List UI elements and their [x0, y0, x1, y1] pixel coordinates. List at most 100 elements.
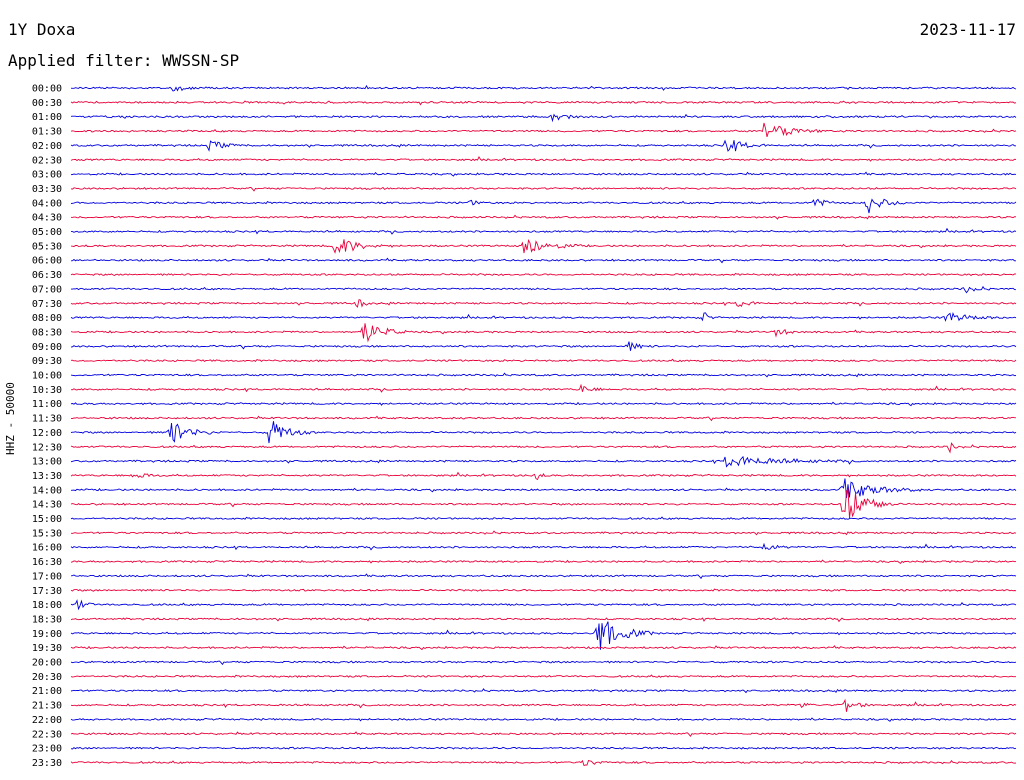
time-tick-label: 15:00: [32, 514, 62, 525]
seismic-trace-2230: [70, 731, 1017, 737]
time-tick-label: 08:00: [32, 313, 62, 324]
time-tick-label: 22:00: [32, 715, 62, 726]
seismic-trace-2200: [70, 717, 1017, 722]
seismic-trace-2030: [70, 674, 1016, 678]
seismic-trace-1330: [70, 471, 1017, 481]
seismic-trace-1800: [70, 599, 1017, 611]
time-tick-label: 03:00: [32, 170, 62, 181]
seismic-trace-0400: [70, 198, 1017, 214]
time-tick-label: 07:30: [32, 299, 62, 310]
time-tick-label: 10:30: [32, 385, 62, 396]
seismic-trace-0900: [70, 341, 1017, 351]
seismic-trace-0800: [70, 311, 1017, 322]
time-tick-label: 18:00: [32, 600, 62, 611]
seismic-trace-0000: [70, 84, 1017, 92]
time-tick-label: 11:00: [32, 399, 62, 410]
time-tick-label: 06:00: [32, 256, 62, 267]
seismic-trace-0730: [70, 299, 1017, 308]
seismic-trace-1200: [70, 421, 1017, 444]
time-tick-label: 15:30: [32, 528, 62, 539]
time-tick-label: 10:00: [32, 371, 62, 382]
time-tick-label: 08:30: [32, 327, 62, 338]
time-tick-label: 14:30: [32, 500, 62, 511]
seismic-trace-1230: [70, 442, 1017, 454]
time-tick-label: 17:30: [32, 586, 62, 597]
time-tick-label: 16:00: [32, 543, 62, 554]
seismic-trace-0600: [70, 257, 1016, 264]
seismic-trace-0230: [70, 155, 1017, 162]
seismic-trace-0030: [70, 100, 1017, 106]
time-tick-label: 22:30: [32, 729, 62, 740]
seismic-trace-2130: [70, 698, 1017, 712]
time-tick-label: 02:30: [32, 155, 62, 166]
time-tick-label: 01:30: [32, 127, 62, 138]
seismic-trace-1400: [70, 478, 1017, 498]
time-tick-label: 13:00: [32, 457, 62, 468]
time-tick-label: 05:30: [32, 241, 62, 252]
seismic-trace-0100: [70, 113, 1017, 123]
seismic-trace-1730: [70, 588, 1017, 592]
seismic-trace-2100: [70, 688, 1016, 694]
time-tick-label: 05:00: [32, 227, 62, 238]
time-tick-label: 09:00: [32, 342, 62, 353]
seismic-trace-0830: [70, 323, 1017, 343]
seismic-trace-1030: [70, 383, 1017, 393]
seismic-trace-0530: [70, 238, 1017, 254]
filter-label: Applied filter: WWSSN-SP: [8, 51, 240, 70]
time-tick-label: 14:00: [32, 485, 62, 496]
seismic-trace-0500: [71, 227, 1017, 235]
seismic-trace-1500: [70, 516, 1017, 521]
time-tick-label: 19:30: [32, 643, 62, 654]
time-tick-label: 07:00: [32, 284, 62, 295]
seismic-trace-0130: [70, 122, 1017, 138]
station-title: 1Y Doxa: [8, 20, 76, 39]
seismic-trace-1900: [70, 621, 1017, 650]
seismic-trace-1300: [70, 455, 1017, 468]
seismic-trace-1930: [70, 645, 1017, 651]
seismic-trace-1000: [70, 372, 1017, 378]
seismic-trace-0700: [71, 285, 1017, 294]
seismic-trace-1100: [70, 401, 1017, 407]
seismic-trace-1600: [70, 542, 1016, 551]
time-tick-label: 23:30: [32, 758, 62, 769]
seismic-trace-2330: [70, 759, 1017, 767]
time-tick-label: 20:00: [32, 658, 62, 669]
seismic-trace-0300: [70, 171, 1017, 177]
seismic-trace-1700: [70, 573, 1017, 580]
time-tick-label: 06:30: [32, 270, 62, 281]
seismic-trace-1830: [70, 617, 1017, 623]
time-tick-label: 00:30: [32, 98, 62, 109]
time-tick-label: 19:00: [32, 629, 62, 640]
time-tick-label: 04:00: [32, 198, 62, 209]
time-tick-label: 17:00: [32, 571, 62, 582]
seismic-trace-0430: [70, 214, 1017, 220]
seismic-trace-1430: [70, 487, 1017, 519]
seismic-trace-2300: [70, 746, 1017, 750]
time-tick-label: 01:00: [32, 112, 62, 123]
time-tick-label: 03:30: [32, 184, 62, 195]
time-tick-label: 18:30: [32, 614, 62, 625]
seismic-trace-0200: [70, 139, 1016, 152]
time-tick-label: 16:30: [32, 557, 62, 568]
time-tick-label: 11:30: [32, 414, 62, 425]
time-tick-label: 12:30: [32, 442, 62, 453]
time-tick-label: 00:00: [32, 84, 62, 95]
seismic-trace-1630: [70, 559, 1017, 565]
time-tick-label: 12:00: [32, 428, 62, 439]
date-label: 2023-11-17: [919, 20, 1016, 39]
seismic-trace-2000: [70, 660, 1017, 666]
seismic-trace-1130: [70, 415, 1017, 422]
time-tick-label: 02:00: [32, 141, 62, 152]
time-tick-label: 04:30: [32, 213, 62, 224]
seismic-trace-0330: [70, 186, 1017, 192]
time-tick-label: 21:30: [32, 701, 62, 712]
time-tick-label: 21:00: [32, 686, 62, 697]
seismic-trace-0930: [70, 358, 1017, 363]
seismic-trace-0630: [70, 272, 1017, 277]
time-tick-label: 20:30: [32, 672, 62, 683]
time-tick-label: 13:30: [32, 471, 62, 482]
time-tick-label: 23:00: [32, 744, 62, 755]
seismic-trace-1530: [70, 530, 1017, 536]
time-tick-label: 09:30: [32, 356, 62, 367]
